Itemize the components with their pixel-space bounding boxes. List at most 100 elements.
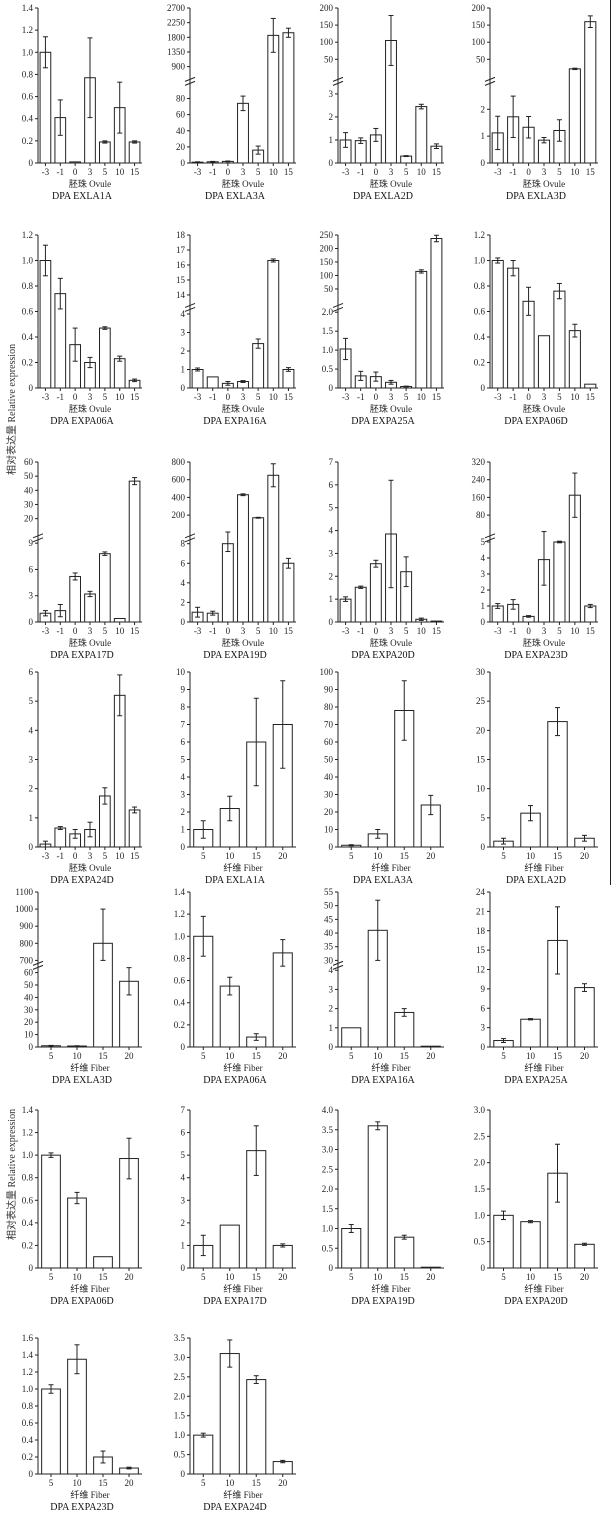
y-tick-label: 1.0 [322, 1224, 334, 1234]
x-axis-label: 胚珠 Ovule [69, 637, 111, 648]
y-tick-label: 0.8 [22, 1173, 34, 1183]
y-axis-label-lower: 相对表达量 Relative expression [7, 1108, 18, 1240]
y-tick-label: 18 [476, 926, 486, 936]
bar [282, 32, 295, 164]
y-tick-label: 5 [329, 503, 334, 513]
y-tick-label: 70 [324, 720, 334, 730]
bar [520, 1018, 541, 1048]
x-tick-label: 15 [130, 851, 140, 861]
x-tick-label: -3 [42, 392, 50, 402]
x-tick-label: -1 [357, 392, 365, 402]
y-tick-label: 10 [324, 825, 334, 835]
y-tick-label: 4 [181, 309, 186, 319]
y-tick-label: 7 [181, 1105, 186, 1115]
y-tick-label: 3 [181, 327, 186, 337]
x-tick-label: 5 [404, 167, 409, 177]
y-tick-label: 0 [329, 842, 334, 852]
x-axis-label: 纤维 Fiber [524, 862, 563, 873]
y-tick-label: 7 [181, 720, 186, 730]
chart-title: DPA EXPA20D [504, 1296, 567, 1307]
y-tick-label: 4 [181, 772, 186, 782]
x-tick-label: 0 [73, 626, 78, 636]
y-tick-label: 5 [29, 696, 34, 706]
y-tick-label: 250 [320, 230, 334, 240]
chart-panel-26: 0 0.5 1.0 1.5 2.0 2.5 3.0 3.5 5 10 15 20 纤维 Fiber DPA… [174, 1333, 296, 1513]
chart-title: DPA EXPA06D [504, 416, 567, 427]
bar [430, 620, 443, 623]
y-tick-label: 0 [181, 383, 186, 393]
bar [252, 517, 265, 623]
bar [113, 358, 126, 389]
y-tick-label: 50 [324, 284, 334, 294]
x-axis-label: 纤维 Fiber [524, 1283, 563, 1294]
y-tick-label: 0.8 [474, 281, 486, 291]
y-tick-label: 6 [29, 564, 34, 574]
x-tick-label: -1 [209, 626, 217, 636]
bar [193, 1434, 214, 1475]
y-tick-label: 0 [481, 1042, 486, 1052]
x-tick-label: 3 [88, 851, 93, 861]
x-tick-label: 0 [526, 392, 531, 402]
y-tick-label: 1 [481, 601, 486, 611]
y-tick-label: 320 [472, 457, 486, 467]
x-tick-label: -3 [42, 626, 50, 636]
y-tick-label: 2 [181, 1218, 186, 1228]
y-tick-label: 9 [481, 984, 486, 994]
y-tick-label: 0.8 [22, 1401, 34, 1411]
bar [67, 1197, 87, 1269]
chart-panel-17: 0 10 20 30 40 50 60 700 800 900 1000 1100 5 10 15 20 纤维 … [15, 887, 142, 1086]
x-tick-label: 20 [278, 1478, 288, 1488]
x-tick-label: 5 [557, 392, 562, 402]
y-tick-label: 160 [472, 492, 486, 502]
x-tick-label: 15 [130, 392, 140, 402]
y-tick-label: 1 [329, 135, 334, 145]
chart-title: DPA EXPA17D [203, 1296, 266, 1307]
y-tick-label: 0 [329, 383, 334, 393]
x-tick-label: 15 [586, 626, 596, 636]
x-axis-label: 胚珠 Ovule [523, 178, 565, 189]
x-tick-label: 0 [526, 167, 531, 177]
bar [272, 1461, 293, 1475]
x-tick-label: 5 [49, 1272, 54, 1282]
y-tick-label: 3.0 [322, 1145, 334, 1155]
x-tick-label: 5 [404, 392, 409, 402]
y-tick-label: 5 [181, 755, 186, 765]
y-tick-label: 1.5 [474, 1184, 486, 1194]
bar [553, 290, 566, 389]
x-tick-label: 15 [432, 167, 442, 177]
x-tick-label: 10 [73, 1051, 83, 1061]
y-tick-label: 90 [324, 685, 334, 695]
axis-break-marker [484, 533, 496, 543]
y-tick-label: 0 [181, 1263, 186, 1273]
y-tick-label: 5 [181, 1150, 186, 1160]
x-tick-label: 5 [256, 626, 261, 636]
y-tick-label: 15 [476, 755, 486, 765]
x-tick-label: 20 [278, 1272, 288, 1282]
y-tick-label: 30 [476, 667, 486, 677]
bar [99, 141, 111, 164]
x-tick-label: -1 [209, 392, 217, 402]
bar [420, 1045, 441, 1048]
bar [272, 952, 293, 1048]
x-axis-label: 胚珠 Ovule [69, 403, 111, 414]
x-tick-label: 15 [553, 851, 563, 861]
bar [354, 140, 367, 164]
chart-panel-21: 0 0.2 0.4 0.6 0.8 1.0 1.2 1.4 5 10 15 20 纤维 Fiber DPA… [22, 1105, 142, 1307]
x-tick-label: 0 [374, 626, 379, 636]
y-tick-label: 30 [24, 1005, 34, 1015]
chart-title: DPA EXPA24D [50, 875, 113, 886]
y-tick-label: 40 [24, 992, 34, 1002]
y-tick-label: 2 [181, 597, 186, 607]
y-tick-label: 2.0 [174, 1391, 186, 1401]
x-tick-label: 10 [269, 167, 279, 177]
y-tick-label: 900 [20, 921, 34, 931]
axis-break-marker [184, 302, 196, 312]
y-tick-label: 55 [324, 887, 334, 897]
chart-panel-8: 0 0.2 0.4 0.6 0.8 1.0 1.2 -3 -1 0 3 5 10 15 胚珠 Ovule DP… [474, 230, 598, 427]
y-tick-label: 3.5 [322, 1125, 334, 1135]
x-tick-label: 5 [201, 1272, 206, 1282]
axis-break-marker [332, 76, 344, 86]
